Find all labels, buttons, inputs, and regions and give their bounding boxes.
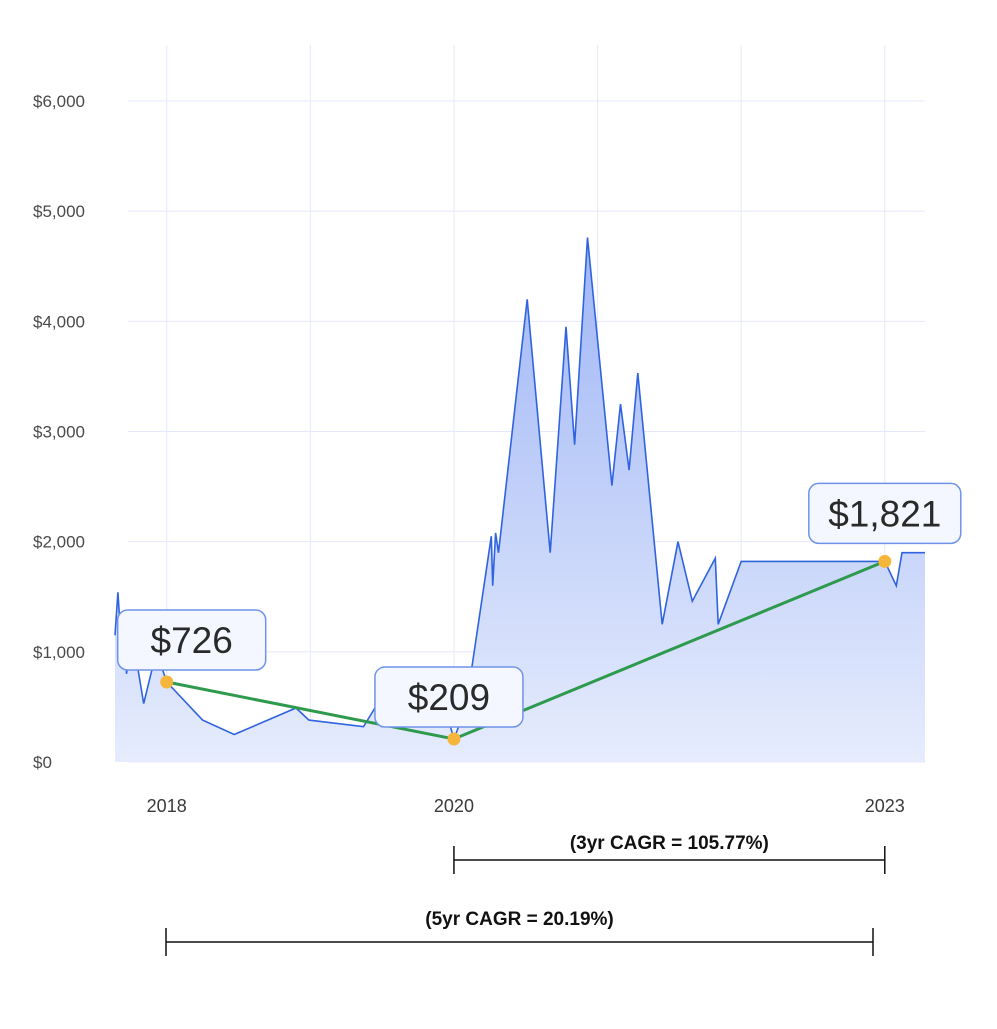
area-fill — [115, 237, 925, 763]
callout-box — [374, 666, 524, 728]
trend-marker — [447, 732, 461, 746]
cagr-label: (5yr CAGR = 20.19%) — [425, 909, 614, 930]
x-tick-label: 2020 — [434, 796, 474, 816]
price-callout: $209 — [374, 666, 524, 728]
callout-box — [116, 609, 267, 671]
y-tick-label: $0 — [33, 753, 52, 772]
callout-label: $726 — [151, 620, 233, 661]
cagr-bracket: (3yr CAGR = 105.77%) — [453, 833, 886, 874]
y-tick-label: $6,000 — [33, 92, 85, 111]
y-tick-label: $5,000 — [33, 202, 85, 221]
x-tick-label: 2018 — [147, 796, 187, 816]
cagr-label: (3yr CAGR = 105.77%) — [570, 833, 769, 854]
cagr-bracket: (5yr CAGR = 20.19%) — [165, 909, 874, 956]
trend-marker — [160, 675, 174, 689]
trend-marker — [878, 554, 892, 568]
y-axis-tick-labels: $0 $1,000 $2,000 $3,000 $4,000 $5,000 $6,000 — [33, 92, 85, 772]
x-axis-tick-labels: 2018 2020 2023 — [147, 796, 905, 816]
callout-label: $209 — [408, 677, 490, 718]
y-tick-label: $3,000 — [33, 423, 85, 442]
callout-box — [808, 482, 962, 545]
y-tick-label: $4,000 — [33, 312, 85, 331]
price-series — [114, 237, 925, 763]
y-tick-label: $2,000 — [33, 533, 85, 552]
trend-line — [160, 554, 892, 746]
price-callout: $726 — [116, 609, 267, 671]
x-tick-label: 2023 — [865, 796, 905, 816]
series-line — [114, 237, 925, 742]
price-callouts: $726 $209 $1,821 — [116, 482, 962, 728]
cagr-annotations: (3yr CAGR = 105.77%) (5yr CAGR = 20.19%) — [165, 833, 886, 956]
y-tick-label: $1,000 — [33, 643, 85, 662]
callout-label: $1,821 — [828, 493, 941, 534]
price-callout: $1,821 — [808, 482, 962, 545]
